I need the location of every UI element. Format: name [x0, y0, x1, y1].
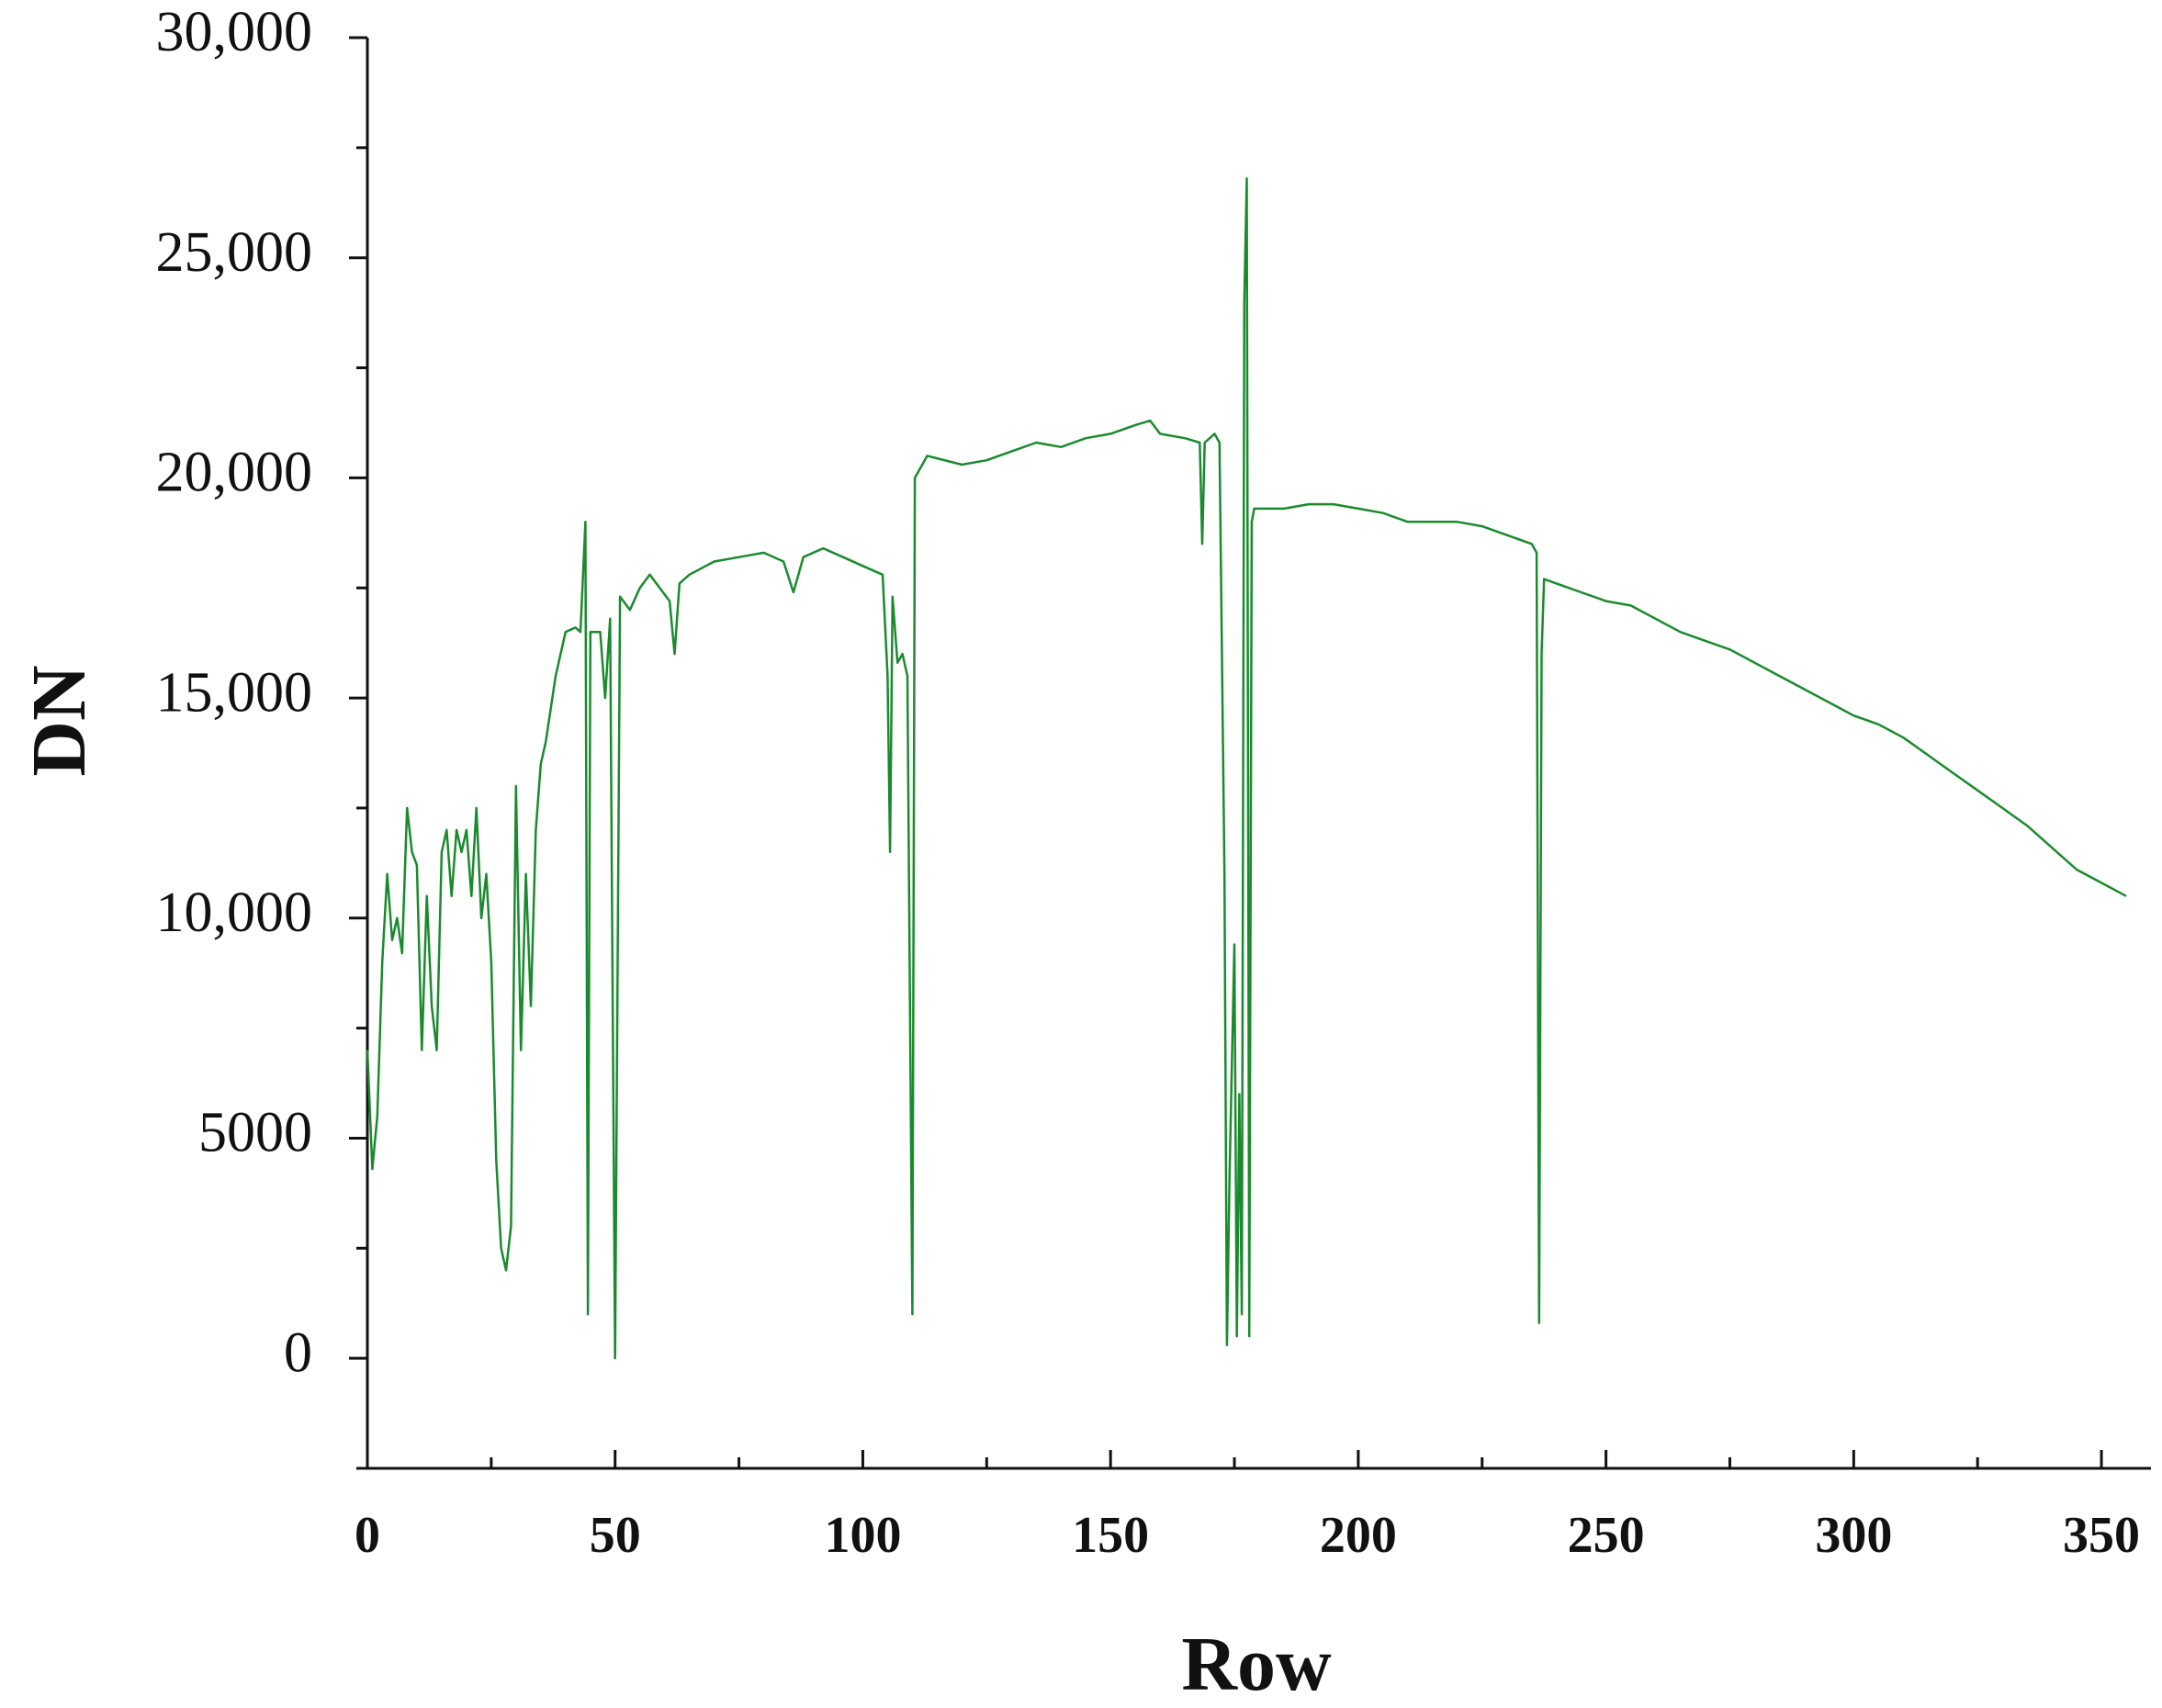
y-tick-label: 30,000 [156, 1, 313, 63]
x-tick-label: 100 [824, 1507, 901, 1564]
x-tick-label: 350 [2063, 1507, 2140, 1564]
x-tick-label: 150 [1072, 1507, 1149, 1564]
y-tick-label: 25,000 [156, 221, 313, 284]
y-tick-label: 20,000 [156, 442, 313, 504]
x-tick-label: 250 [1568, 1507, 1645, 1564]
y-tick-label: 0 [284, 1321, 312, 1384]
x-tick-label: 300 [1815, 1507, 1892, 1564]
y-tick-label: 10,000 [156, 882, 313, 944]
data-line [366, 177, 2127, 1360]
x-tick-label: 200 [1320, 1507, 1397, 1564]
x-axis-title: Row [1181, 1622, 1332, 1707]
y-tick-label: 5000 [198, 1102, 312, 1164]
y-axis-title: DN [17, 665, 102, 776]
y-tick-label: 15,000 [156, 661, 313, 724]
x-tick-label: 0 [355, 1507, 380, 1564]
x-tick-label: 50 [590, 1507, 641, 1564]
